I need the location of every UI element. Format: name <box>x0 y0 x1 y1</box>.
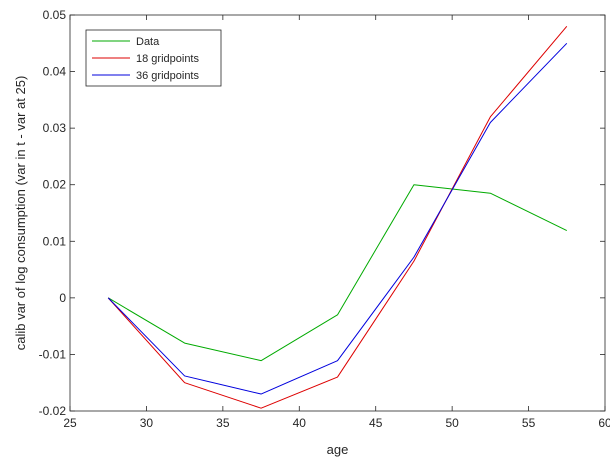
x-tick-label: 30 <box>140 416 154 430</box>
series-line-2 <box>107 42 568 395</box>
y-tick-label: 0.05 <box>43 8 67 22</box>
x-tick-label: 40 <box>293 416 307 430</box>
y-tick-label: -0.02 <box>39 404 67 418</box>
legend-label-0: Data <box>136 36 160 48</box>
series-line-0 <box>107 184 568 362</box>
x-tick-label: 50 <box>445 416 459 430</box>
y-tick-label: 0.01 <box>43 234 67 248</box>
x-tick-label: 45 <box>369 416 383 430</box>
x-tick-label: 60 <box>598 416 610 430</box>
series-line-1 <box>107 25 568 409</box>
axes-layer: 25 30 35 40 45 50 55 60 -0.02 -0.01 0 0.01 0.02 0.03 0… <box>39 8 610 430</box>
y-tick-label: 0.03 <box>43 121 67 135</box>
y-tick-label: 0.04 <box>43 65 67 79</box>
y-axis-label: calib var of log consumption (var in t -… <box>13 76 28 351</box>
x-tick-label: 25 <box>63 416 77 430</box>
y-tick-label: 0 <box>59 291 66 305</box>
x-tick-label: 55 <box>522 416 536 430</box>
series-layer <box>107 25 568 409</box>
y-tick-label: -0.01 <box>39 347 67 361</box>
axes-box <box>69 14 606 412</box>
legend-label-2: 36 gridpoints <box>136 70 199 82</box>
y-tick-label: 0.02 <box>43 178 67 192</box>
x-tick-label: 35 <box>216 416 230 430</box>
legend-label-1: 18 gridpoints <box>136 53 199 65</box>
legend: Data 18 gridpoints 36 gridpoints <box>85 29 222 87</box>
x-axis-label: age <box>327 442 349 457</box>
